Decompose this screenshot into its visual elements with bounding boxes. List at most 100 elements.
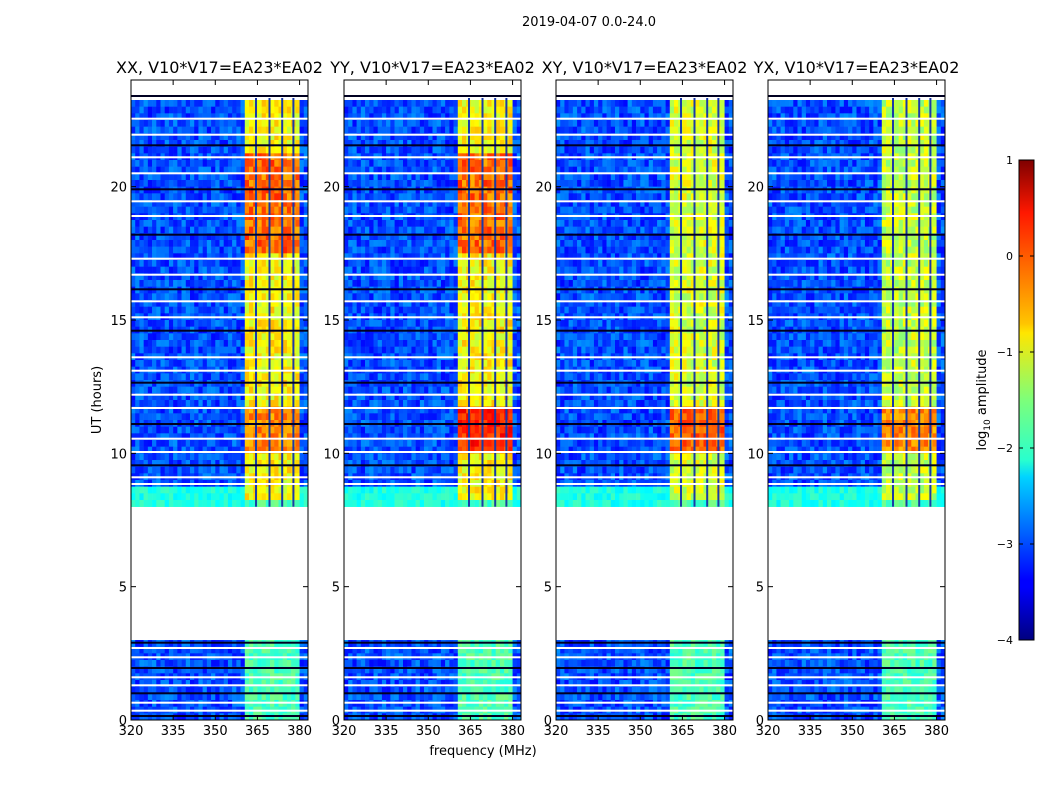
heatmap-cell — [457, 246, 463, 254]
heatmap-cell — [185, 273, 191, 281]
heatmap-cell — [453, 166, 459, 174]
heatmap-cell — [223, 460, 229, 467]
heatmap-cell — [348, 253, 353, 261]
heatmap-cell — [270, 406, 275, 414]
heatmap-cell — [274, 446, 279, 454]
heatmap-cell — [440, 373, 446, 381]
heatmap-cell — [168, 113, 174, 121]
heatmap-cell — [415, 106, 421, 114]
heatmap-cell — [487, 346, 492, 354]
heatmap-cell — [177, 500, 182, 507]
heatmap-cell — [270, 280, 275, 287]
heatmap-cell — [135, 646, 140, 654]
heatmap-cell — [278, 453, 284, 461]
heatmap-cell — [356, 373, 362, 381]
heatmap-cell — [168, 300, 174, 307]
heatmap-cell — [282, 173, 288, 181]
heatmap-cell — [190, 440, 195, 447]
heatmap-cell — [386, 273, 391, 281]
heatmap-cell — [236, 113, 241, 121]
heatmap-cell — [211, 446, 216, 454]
heatmap-cell — [257, 340, 262, 347]
heatmap-cell — [295, 173, 300, 181]
heatmap-cell — [164, 246, 170, 254]
heatmap-cell — [407, 166, 412, 174]
heatmap-cell — [352, 200, 357, 207]
heatmap-cell — [156, 160, 161, 167]
heatmap-cell — [232, 273, 237, 281]
heatmap-cell — [227, 680, 233, 687]
heatmap-cell — [152, 680, 157, 687]
heatmap-cell — [249, 193, 254, 201]
heatmap-cell — [303, 206, 309, 214]
x-tick-label: 335 — [161, 724, 186, 739]
heatmap-cell — [168, 666, 174, 674]
heatmap-cell — [356, 386, 362, 394]
heatmap-cell — [390, 226, 395, 234]
heatmap-cell — [365, 233, 370, 241]
heatmap-cell — [462, 246, 467, 254]
heatmap-cell — [516, 180, 522, 187]
heatmap-cell — [516, 280, 522, 287]
heatmap-cell — [249, 393, 254, 401]
heatmap-cell — [508, 226, 513, 234]
heatmap-cell — [139, 686, 144, 694]
heatmap-cell — [244, 693, 250, 701]
heatmap-cell — [185, 493, 191, 501]
heatmap-cell — [240, 660, 246, 667]
heatmap-cell — [512, 173, 518, 181]
heatmap-cell — [206, 193, 212, 201]
heatmap-cell — [270, 426, 275, 434]
heatmap-cell — [206, 406, 212, 414]
heatmap-cell — [295, 100, 300, 107]
heatmap-cell — [495, 100, 501, 107]
heatmap-cell — [365, 180, 370, 187]
heatmap-cell — [365, 346, 370, 354]
heatmap-cell — [232, 126, 237, 134]
heatmap-cell — [398, 173, 404, 181]
heatmap-cell — [411, 113, 416, 121]
heatmap-cell — [365, 100, 370, 107]
heatmap-cell — [411, 266, 416, 274]
heatmap-cell — [194, 166, 199, 174]
heatmap-cell — [261, 133, 267, 141]
heatmap-cell — [265, 433, 271, 441]
heatmap-cell — [202, 453, 208, 461]
heatmap-cell — [194, 200, 199, 207]
heatmap-cell — [436, 133, 442, 141]
heatmap-cell — [303, 233, 309, 241]
heatmap-cell — [403, 360, 408, 367]
heatmap-cell — [135, 273, 140, 281]
heatmap-cell — [135, 406, 140, 414]
heatmap-cell — [411, 260, 416, 267]
heatmap-cell — [270, 680, 275, 687]
heatmap-cell — [445, 220, 450, 227]
heatmap-cell — [206, 393, 212, 401]
heatmap-cell — [227, 246, 233, 254]
heatmap-cell — [415, 193, 421, 201]
heatmap-cell — [449, 146, 454, 154]
heatmap-cell — [261, 220, 267, 227]
heatmap-cell — [432, 113, 438, 121]
heatmap-cell — [278, 120, 284, 127]
heatmap-cell — [394, 126, 400, 134]
heatmap-cell — [194, 500, 199, 507]
heatmap-cell — [253, 666, 258, 674]
heatmap-cell — [185, 433, 191, 441]
heatmap-cell — [236, 260, 241, 267]
heatmap-cell — [236, 400, 241, 407]
heatmap-cell — [428, 173, 433, 181]
heatmap-cell — [356, 233, 362, 241]
heatmap-cell — [194, 160, 199, 167]
heatmap-cell — [449, 166, 454, 174]
heatmap-cell — [407, 233, 412, 241]
heatmap-cell — [274, 133, 279, 141]
heatmap-cell — [240, 240, 246, 247]
time-flag-line — [131, 356, 308, 359]
heatmap-cell — [516, 333, 522, 341]
heatmap-cell — [487, 100, 492, 107]
heatmap-cell — [377, 166, 383, 174]
heatmap-cell — [257, 500, 262, 507]
heatmap-cell — [270, 260, 275, 267]
